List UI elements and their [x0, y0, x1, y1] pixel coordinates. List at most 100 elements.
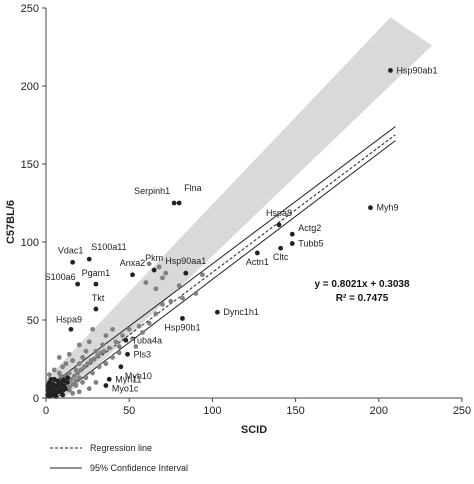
data-point [63, 361, 69, 367]
data-point [93, 380, 99, 385]
data-point [65, 375, 71, 381]
data-point [120, 333, 125, 338]
labeled-point-cltc [278, 245, 284, 251]
data-point [70, 381, 76, 387]
labeled-point-flna [176, 200, 182, 206]
data-point [95, 353, 100, 359]
data-point [110, 355, 115, 360]
point-label-dync1h1: Dync1h1 [223, 307, 259, 317]
data-point [76, 342, 82, 348]
labeled-point-hsp90b1 [180, 316, 185, 321]
point-label-myh9: Myh9 [376, 203, 398, 213]
data-point [70, 390, 76, 396]
point-label-flna: Flna [184, 183, 202, 193]
legend: Regression line 95% Confidence Interval [50, 443, 188, 473]
point-label-pgam1: Pgam1 [82, 268, 111, 278]
data-point [86, 386, 92, 392]
labeled-point-anxa2 [130, 272, 135, 278]
data-point [60, 392, 66, 398]
labeled-point-myh10 [118, 364, 124, 370]
labeled-point-myh9 [368, 205, 373, 211]
data-point [70, 358, 76, 363]
labeled-point-s100a11 [86, 256, 92, 262]
data-point [71, 373, 77, 379]
labeled-point-tkt [93, 306, 99, 312]
data-point [90, 326, 95, 332]
labeled-point-s100a6 [75, 281, 81, 287]
x-tick-label: 200 [370, 405, 388, 417]
point-label-hsp90aa1: Hsp90aa1 [165, 256, 206, 266]
data-point [83, 348, 89, 354]
data-point [55, 384, 61, 390]
x-tick-label: 150 [286, 405, 304, 417]
point-label-serpinh1: Serpinh1 [134, 186, 170, 196]
point-label-myh10: Myh10 [125, 371, 152, 381]
labeled-point-tuba4a [123, 337, 129, 343]
prediction-band [46, 17, 433, 399]
data-point [143, 280, 149, 285]
point-label-hsp90ab1: Hsp90ab1 [396, 65, 437, 75]
data-point [58, 381, 64, 387]
data-point [81, 364, 87, 370]
regression-line [45, 134, 396, 398]
legend-label-regression: Regression line [90, 443, 152, 453]
y-tick-label: 100 [21, 237, 39, 249]
point-label-anxa2: Anxa2 [120, 258, 146, 268]
point-label-pkm: Pkm [145, 253, 163, 263]
data-point [146, 320, 152, 326]
point-label-vdac1: Vdac1 [58, 245, 84, 255]
labeled-point-actg2 [289, 231, 295, 237]
y-tick-label: 200 [21, 81, 39, 93]
data-point [86, 339, 92, 345]
labeled-point-hsp90ab1 [388, 68, 393, 73]
labeled-point-vdac1 [70, 259, 76, 265]
x-tick-label: 100 [203, 405, 221, 417]
labeled-point-pgam1 [93, 281, 99, 287]
axes-layer: 0 50 100 150 200 250 0 50 100 150 200 250 [21, 3, 472, 417]
legend-label-confidence: 95% Confidence Interval [90, 463, 188, 473]
data-point [76, 389, 82, 395]
data-point [48, 384, 54, 390]
point-label-s100a11: S100a11 [91, 242, 126, 252]
point-label-actg2: Actg2 [298, 223, 321, 233]
data-point [51, 390, 57, 396]
point-label-s100a6: S100a6 [45, 272, 76, 282]
point-label-tubb5: Tubb5 [298, 239, 323, 249]
data-point [106, 345, 112, 351]
point-label-hsp90b1: Hsp90b1 [164, 322, 200, 332]
data-point [153, 286, 159, 292]
data-point [146, 261, 152, 267]
labeled-point-actn1 [254, 250, 260, 256]
data-point [130, 336, 135, 342]
data-point [56, 355, 62, 360]
point-label-hspa8: Hspa8 [266, 208, 292, 218]
labeled-point-hsp90aa1 [183, 270, 189, 276]
point-label-myo1c: Myo1c [112, 384, 139, 394]
data-point [90, 370, 95, 376]
x-axis-title: SCID [241, 424, 267, 436]
labeled-point-pls3 [125, 351, 130, 357]
x-tick-label: 0 [43, 405, 49, 417]
y-tick-label: 0 [33, 393, 39, 405]
data-point [61, 378, 67, 384]
y-tick-label: 50 [27, 315, 39, 327]
r-squared: R² = 0.7475 [336, 293, 389, 304]
data-point [48, 376, 54, 382]
data-point [136, 323, 142, 329]
data-point [101, 348, 107, 354]
y-axis-title: C57BL/6 [5, 200, 17, 244]
regression-equation: y = 0.8021x + 0.3038 [314, 279, 410, 290]
data-point [96, 364, 102, 370]
labeled-point-tubb5 [289, 241, 295, 246]
data-point [116, 350, 122, 356]
x-tick-label: 50 [123, 405, 135, 417]
point-labels-layer: Hsp90ab1 Flna Serpinh1 Myh9 Hspa8 Actg2 Tubb5 C… [45, 65, 438, 393]
prediction-band-layer [46, 17, 433, 399]
data-point [200, 272, 205, 278]
data-point [83, 375, 89, 381]
data-point [180, 295, 185, 301]
data-point [163, 270, 169, 276]
data-point [116, 344, 122, 349]
data-point [160, 275, 165, 281]
